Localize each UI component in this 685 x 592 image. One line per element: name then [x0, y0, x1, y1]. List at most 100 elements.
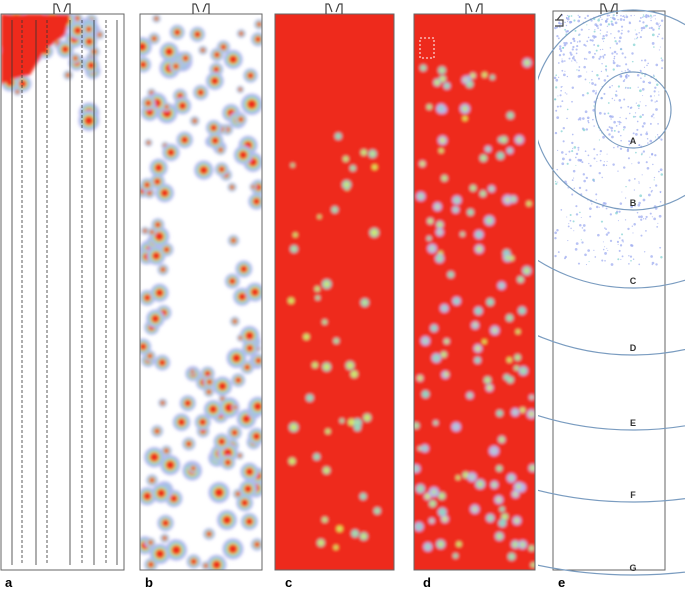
speckle	[575, 52, 578, 55]
heat-blob	[151, 36, 157, 42]
heat-blob	[254, 36, 262, 43]
heat-blob	[254, 541, 260, 548]
speckle	[568, 150, 571, 153]
heat-blob	[497, 466, 501, 471]
speckle	[617, 18, 619, 21]
heat-blob	[430, 519, 434, 523]
zone-arc	[538, 564, 685, 576]
speckle	[587, 119, 590, 122]
speckle	[627, 86, 629, 89]
speckle	[599, 55, 602, 58]
speckle	[573, 59, 576, 62]
speckle	[656, 225, 659, 228]
speckle	[567, 20, 569, 23]
labels: A B C D E F Ga b c d e	[5, 136, 637, 590]
speckle	[593, 125, 595, 127]
heat-blob	[232, 353, 241, 363]
heat-blob	[473, 322, 477, 326]
heat-blob	[213, 51, 220, 58]
heat-blob	[156, 488, 166, 498]
speckle	[573, 177, 575, 179]
speckle	[582, 21, 584, 23]
heat-blob	[437, 222, 442, 227]
heat-blob	[435, 205, 440, 209]
speckle	[554, 98, 557, 101]
speckle	[578, 117, 582, 120]
speckle	[638, 32, 640, 34]
speckle	[560, 130, 563, 133]
speckle	[562, 53, 565, 56]
speckle	[603, 112, 606, 115]
heat-blob	[253, 402, 262, 411]
speckle	[599, 153, 601, 155]
speckle	[554, 236, 557, 240]
speckle	[610, 263, 614, 266]
heat-blob	[424, 339, 427, 343]
heat-blob	[442, 516, 448, 522]
speckle	[555, 180, 557, 183]
heat-blob	[255, 357, 262, 364]
heat-blob	[440, 76, 445, 82]
heat-blob	[178, 101, 187, 110]
heat-blob	[147, 190, 152, 196]
speckle	[617, 243, 619, 245]
speckle	[601, 259, 604, 262]
heat-blob	[228, 544, 238, 554]
heat-blob	[218, 147, 223, 153]
speckle	[573, 19, 576, 22]
heat-blob	[433, 327, 436, 330]
speckle	[650, 115, 654, 118]
heat-blob	[171, 545, 182, 555]
speckle	[641, 113, 644, 116]
speckle	[583, 65, 586, 69]
speckle	[639, 89, 642, 93]
speckle	[646, 138, 649, 140]
speckle	[606, 128, 609, 131]
speckle	[640, 77, 642, 80]
heat-blob	[518, 277, 523, 282]
heat-blob	[61, 45, 70, 54]
speckle	[659, 246, 662, 249]
speckle	[618, 65, 621, 67]
heat-blob	[498, 412, 501, 415]
speckle	[622, 15, 625, 18]
speckle	[653, 179, 655, 181]
speckle	[583, 43, 586, 47]
heat-blob	[420, 161, 425, 167]
speckle	[655, 80, 657, 82]
speckle	[609, 115, 611, 118]
heat-blob	[180, 136, 189, 144]
heat-blob	[74, 15, 80, 21]
speckle	[651, 216, 653, 218]
heat-blob	[454, 208, 457, 211]
speckle	[601, 63, 603, 65]
heat-blob	[85, 26, 92, 33]
speckle	[658, 94, 660, 96]
heat-blob	[145, 100, 152, 107]
zone-arcs	[538, 9, 685, 576]
speckle	[599, 159, 602, 162]
speckle	[555, 78, 559, 82]
heat-blob	[471, 186, 475, 190]
speckle	[638, 182, 640, 184]
speckle	[603, 53, 606, 56]
speckle	[649, 212, 652, 215]
speckle	[585, 58, 588, 60]
speckle	[571, 100, 573, 103]
heat-blob	[162, 536, 167, 541]
speckle	[656, 83, 659, 87]
heat-blob	[520, 542, 525, 547]
speckle	[641, 125, 645, 128]
speckle	[646, 64, 648, 67]
speckle	[633, 178, 636, 180]
speckle	[625, 117, 628, 120]
speckle	[585, 263, 588, 266]
speckle	[618, 123, 621, 125]
speckle	[600, 70, 603, 73]
heat-blob	[289, 458, 295, 464]
speckle	[651, 42, 655, 45]
speckle	[627, 30, 630, 33]
speckle	[585, 176, 588, 180]
heat-blob	[164, 47, 174, 56]
speckle	[649, 122, 652, 125]
